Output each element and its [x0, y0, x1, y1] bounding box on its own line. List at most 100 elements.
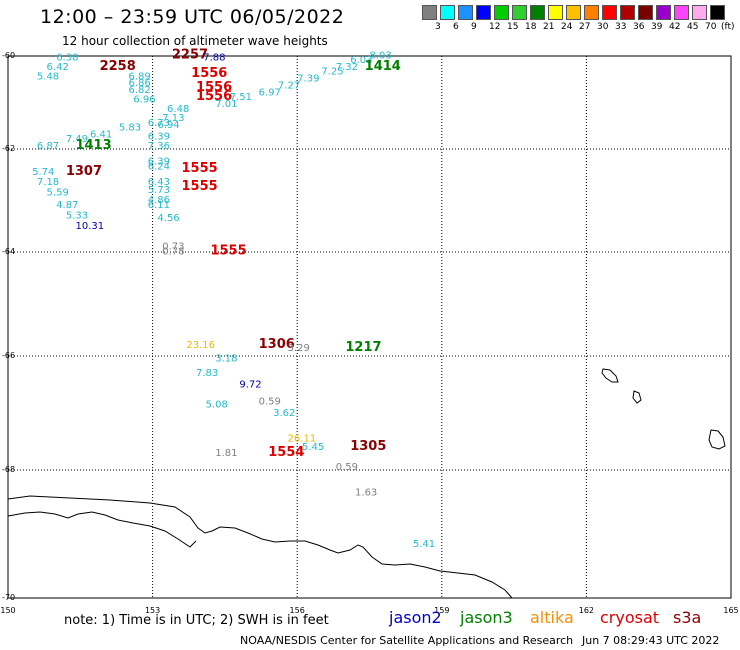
wave-height-label: 6.42 [47, 62, 69, 73]
latitude-label: -62 [2, 144, 15, 153]
scale-swatch [494, 5, 509, 20]
wave-height-label: 23.16 [186, 340, 215, 351]
pass-time-label: 1305 [350, 439, 386, 454]
pass-time-label: 1413 [75, 138, 111, 153]
wave-height-label: 5.08 [206, 399, 228, 410]
scale-label: 39 [651, 22, 663, 32]
scale-swatch [566, 5, 581, 20]
scale-swatch [440, 5, 455, 20]
scale-label: 12 [489, 22, 501, 32]
scale-label: 70 [705, 22, 717, 32]
wave-height-label: 1.63 [355, 488, 377, 499]
scale-swatch [602, 5, 617, 20]
scale-swatch [674, 5, 689, 20]
scale-label: 3 [435, 22, 441, 32]
pass-time-label: 1414 [365, 59, 401, 74]
scale-swatch [476, 5, 491, 20]
satellite-altika: altika [530, 608, 574, 627]
wave-height-label: 9.72 [239, 379, 261, 390]
island [601, 368, 619, 383]
pass-time-label: 1555 [182, 161, 218, 176]
map-subtitle: 12 hour collection of altimeter wave hei… [62, 34, 328, 48]
wave-height-label: 1.81 [215, 448, 237, 459]
wave-height-label: 6.86 [129, 78, 151, 89]
satellite-cryosat: cryosat [600, 608, 660, 627]
satellite-jason3: jason3 [460, 608, 513, 627]
scale-label: 6 [453, 22, 459, 32]
pass-time-label: 2258 [100, 59, 136, 74]
wave-height-label: 6.24 [148, 162, 170, 173]
longitude-label: 165 [723, 606, 738, 615]
wave-height-label: 0.59 [259, 396, 281, 407]
wave-height-label: 6.82 [129, 85, 151, 96]
wave-height-label: 7.13 [162, 113, 184, 124]
scale-swatch [692, 5, 707, 20]
scale-label: 42 [669, 22, 681, 32]
longitude-label: 153 [145, 606, 160, 615]
scale-label: 18 [525, 22, 537, 32]
wave-height-label: 6.94 [157, 120, 179, 131]
pass-time-label: 1554 [268, 445, 304, 460]
scale-label: 21 [543, 22, 555, 32]
satellite-s3a: s3a [673, 608, 702, 627]
pass-time-label: 1556 [196, 80, 232, 95]
wave-height-label: 5.41 [413, 539, 435, 550]
pass-time-label: 1555 [210, 244, 246, 259]
map-frame [7, 55, 732, 599]
wave-height-label: 7.36 [148, 141, 170, 152]
latitude-label: -64 [2, 247, 15, 256]
scale-unit: (ft) [721, 22, 735, 32]
wave-height-label: 6.39 [148, 156, 170, 167]
scale-label: 30 [597, 22, 609, 32]
wave-height-label: 6.38 [56, 53, 78, 64]
wave-height-label: 5.33 [66, 211, 88, 222]
wave-height-label: 7.32 [336, 62, 358, 73]
scale-swatch [422, 5, 437, 20]
wave-height-label: 5.59 [47, 187, 69, 198]
wave-height-label: 0.73 [162, 241, 184, 252]
coastline-inner [7, 511, 197, 548]
longitude-label: 162 [579, 606, 594, 615]
wave-height-label: 6.48 [167, 104, 189, 115]
scale-swatch [530, 5, 545, 20]
credit-line: NOAA/NESDIS Center for Satellite Applica… [240, 634, 574, 647]
wave-height-label: 7.27 [278, 81, 300, 92]
scale-label: 33 [615, 22, 627, 32]
wave-height-label: 0.78 [162, 247, 184, 258]
wave-height-label: 6.11 [148, 200, 170, 211]
scale-label: 27 [579, 22, 591, 32]
wave-height-label: 5.74 [32, 167, 54, 178]
wave-height-label: 10.31 [75, 221, 104, 232]
wave-height-label: 6.41 [90, 129, 112, 140]
scale-label: 15 [507, 22, 519, 32]
wave-height-label: 7.01 [215, 99, 237, 110]
scale-label: 9 [471, 22, 477, 32]
wave-height-label: 6.96 [133, 95, 155, 106]
wave-height-label: 7.88 [203, 53, 225, 64]
map-title: 12:00 – 23:59 UTC 06/05/2022 [40, 6, 345, 28]
wave-height-label: 7.39 [297, 74, 319, 85]
wave-height-label: 3.29 [288, 343, 310, 354]
scale-swatch [620, 5, 635, 20]
footer-note: note: 1) Time is in UTC; 2) SWH is in fe… [64, 613, 329, 628]
wave-height-label: 6.73 [148, 118, 170, 129]
wave-height-label: 7.25 [321, 67, 343, 78]
wave-height-label: 6.39 [148, 132, 170, 143]
wave-height-label: 6.87 [37, 141, 59, 152]
longitude-label: 150 [0, 606, 15, 615]
pass-time-label: 1307 [66, 164, 102, 179]
pass-time-label: 1556 [196, 89, 232, 104]
longitude-label: 156 [290, 606, 305, 615]
scale-swatch [638, 5, 653, 20]
wave-height-label: 0.59 [336, 462, 358, 473]
wave-height-label: 4.86 [148, 195, 170, 206]
wave-height-label: 7.83 [196, 368, 218, 379]
scale-label: 24 [561, 22, 573, 32]
wave-height-label: 6.03 [350, 55, 372, 66]
longitude-label: 159 [434, 606, 449, 615]
island [708, 429, 726, 450]
wave-height-label: 6.43 [148, 177, 170, 188]
wave-height-label: 26.11 [288, 434, 317, 445]
pass-time-label: 1217 [345, 340, 381, 355]
wave-height-label: 7.51 [230, 92, 252, 103]
